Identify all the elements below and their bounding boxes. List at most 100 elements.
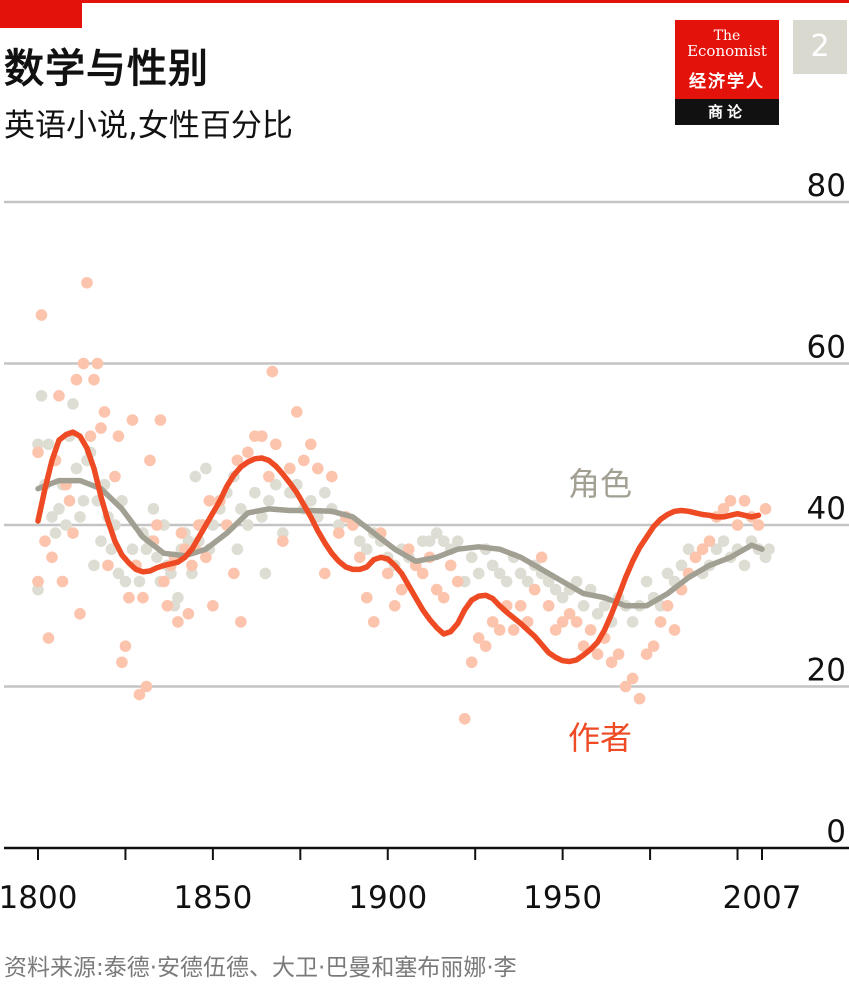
character-dot — [675, 559, 688, 572]
character-dot — [53, 503, 65, 515]
character-dot — [147, 503, 160, 515]
author-dot — [696, 543, 709, 556]
author-dot — [70, 373, 83, 386]
x-tick-label: 1850 — [173, 880, 252, 916]
author-dot — [291, 406, 303, 418]
author-dot — [77, 357, 90, 370]
author-dot — [266, 365, 279, 378]
author-dot — [654, 616, 667, 628]
character-dot — [77, 494, 90, 507]
author-dot — [231, 454, 244, 467]
character-dot — [360, 543, 373, 556]
author-dot — [717, 503, 730, 515]
authors-series-label: 作者 — [568, 719, 632, 757]
character-dot — [67, 398, 79, 410]
logo-bar: 商论 — [675, 99, 779, 125]
author-dot — [56, 575, 69, 588]
character-dot — [423, 535, 436, 547]
character-dot — [353, 535, 366, 547]
author-dot — [535, 551, 548, 564]
author-dot — [437, 591, 450, 604]
character-dot — [556, 591, 569, 604]
y-tick-label: 60 — [807, 330, 846, 366]
author-dot — [95, 422, 107, 434]
author-dot — [35, 309, 48, 321]
character-dot — [682, 543, 695, 556]
author-dot — [46, 551, 58, 564]
author-dot — [528, 583, 541, 596]
character-dot — [126, 543, 139, 556]
author-dot — [277, 535, 289, 547]
author-dot — [123, 591, 135, 604]
x-tick-label: 1950 — [523, 880, 602, 916]
author-dot — [619, 680, 632, 693]
author-dot — [67, 527, 79, 539]
character-dot — [32, 438, 44, 451]
author-dot — [284, 462, 296, 475]
author-dot — [91, 357, 104, 370]
author-dot — [689, 551, 702, 564]
top-rule — [0, 0, 849, 3]
logo-line2: Economist — [687, 42, 767, 60]
character-dot — [710, 543, 723, 556]
character-dot — [88, 559, 100, 572]
character-dot — [598, 599, 611, 612]
y-tick-labels: 0 20 40 60 80 — [807, 168, 846, 850]
author-dot — [63, 494, 76, 507]
author-dot — [175, 527, 188, 539]
author-dot — [102, 559, 114, 572]
character-dot — [332, 519, 345, 531]
author-dot — [556, 616, 569, 628]
y-tick-label: 20 — [807, 653, 846, 689]
author-dot — [577, 640, 590, 652]
author-dot — [228, 567, 240, 580]
author-dot — [144, 454, 156, 467]
character-dot — [263, 494, 275, 507]
x-tick-label: 1900 — [348, 880, 427, 916]
character-dot — [200, 462, 212, 475]
character-dot — [451, 535, 464, 547]
character-dot — [112, 567, 125, 580]
author-dot — [479, 640, 492, 652]
author-dot — [507, 624, 520, 636]
character-dot — [493, 567, 506, 580]
author-dot — [270, 438, 282, 451]
author-dot — [312, 462, 324, 475]
character-dot — [235, 503, 247, 515]
author-dot — [493, 624, 506, 636]
author-dot — [661, 599, 674, 612]
character-dot — [70, 462, 83, 475]
author-dot — [298, 454, 310, 467]
character-dot — [189, 470, 202, 483]
author-dot — [703, 535, 716, 547]
character-dot — [542, 575, 555, 588]
author-dot — [353, 551, 366, 564]
author-dot — [458, 713, 471, 725]
character-dot — [165, 567, 177, 580]
author-dot — [451, 575, 464, 588]
character-dot — [549, 583, 562, 596]
author-dot — [430, 583, 443, 596]
character-dot — [577, 599, 590, 612]
author-dot — [486, 616, 499, 628]
author-dot — [360, 591, 373, 604]
author-dot — [126, 414, 139, 426]
author-dot — [32, 446, 44, 459]
economist-logo: The Economist 经济学人 商论 — [675, 20, 779, 125]
logo-line1: The — [713, 28, 741, 44]
author-dot — [738, 494, 751, 507]
author-dot — [235, 616, 247, 628]
author-dot — [612, 648, 625, 660]
character-dot — [256, 511, 268, 523]
author-dot — [549, 624, 562, 636]
author-dot — [381, 567, 394, 580]
character-dot — [249, 486, 261, 499]
author-dot — [570, 616, 583, 628]
author-dot — [514, 599, 527, 612]
author-dot — [402, 543, 415, 556]
author-dot — [759, 503, 772, 515]
author-dots — [32, 276, 772, 725]
author-dot — [140, 680, 153, 693]
author-dot — [724, 494, 737, 507]
characters-line — [35, 477, 765, 609]
